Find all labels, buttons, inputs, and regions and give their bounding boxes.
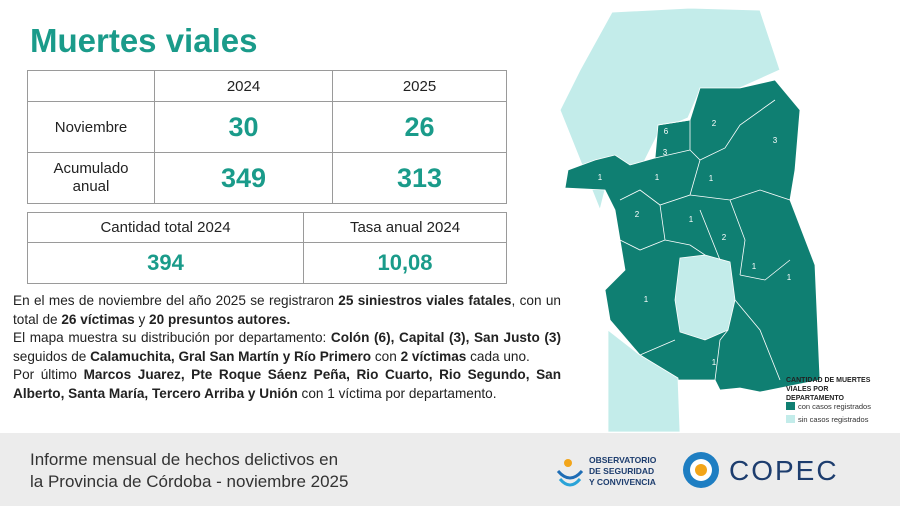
footer-text: la Provincia de Córdoba - noviembre 2025 bbox=[30, 472, 349, 491]
department-borders bbox=[619, 99, 791, 381]
value: 349 bbox=[154, 152, 333, 204]
legend-label: con casos registrados bbox=[798, 402, 871, 411]
region-without-cases bbox=[607, 329, 681, 433]
year-header: 2025 bbox=[332, 70, 507, 102]
bold-text: 2 víctimas bbox=[400, 348, 467, 364]
empty-cell bbox=[27, 70, 155, 102]
text: con 1 víctima por departamento. bbox=[297, 385, 497, 401]
footer-text: Informe mensual de hechos delictivos en bbox=[30, 450, 339, 469]
text: cada uno. bbox=[466, 348, 530, 364]
department-count: 1 bbox=[752, 262, 757, 271]
bold-text: 20 presuntos autores. bbox=[149, 311, 291, 327]
paragraph: Por último Marcos Juarez, Pte Roque Sáen… bbox=[13, 366, 561, 403]
text: Por último bbox=[13, 367, 84, 383]
map: 6 2 3 3 1 1 1 2 1 2 1 1 1 1 CANTIDAD DE MUERTES VIALES … bbox=[559, 7, 871, 433]
department-count: 1 bbox=[655, 173, 660, 182]
row-label: Acumulado anual bbox=[27, 152, 155, 204]
legend-label: sin casos registrados bbox=[798, 415, 869, 424]
logo-text: Y CONVIVENCIA bbox=[589, 477, 656, 487]
value: 313 bbox=[332, 152, 507, 204]
row-label: Noviembre bbox=[27, 101, 155, 153]
logo-text: COPEC bbox=[729, 455, 839, 486]
stats-table: 2024 2025 Noviembre 30 26 Acumulado anua… bbox=[27, 70, 507, 204]
bold-text: 25 siniestros viales fatales bbox=[338, 293, 512, 308]
department-count: 1 bbox=[712, 358, 717, 367]
text: con bbox=[371, 348, 401, 364]
department-count: 2 bbox=[712, 119, 717, 128]
logo-text: OBSERVATORIO bbox=[589, 455, 657, 465]
footer: Informe mensual de hechos delictivos en … bbox=[0, 433, 900, 506]
copec-icon bbox=[683, 452, 719, 488]
department-count: 1 bbox=[787, 273, 792, 282]
text: seguidos de bbox=[13, 348, 91, 364]
region-without-cases bbox=[674, 254, 736, 341]
department-count: 3 bbox=[663, 148, 668, 157]
text: El mapa muestra su distribución por depa… bbox=[13, 330, 331, 346]
logos: OBSERVATORIO DE SEGURIDAD Y CONVIVENCIA … bbox=[556, 452, 839, 488]
header: Tasa anual 2024 bbox=[303, 212, 507, 243]
title: Muertes viales bbox=[30, 22, 258, 59]
department-count: 1 bbox=[709, 174, 714, 183]
bold-text: 26 víctimas bbox=[61, 311, 135, 327]
department-count: 6 bbox=[664, 127, 669, 136]
description: En el mes de noviembre del año 2025 se r… bbox=[13, 292, 561, 404]
text: En el mes de noviembre del año 2025 se r… bbox=[13, 293, 339, 308]
department-count: 2 bbox=[722, 233, 727, 242]
year-header: 2024 bbox=[154, 70, 333, 102]
department-count: 1 bbox=[598, 173, 603, 182]
region-with-cases bbox=[564, 79, 821, 393]
department-count: 1 bbox=[689, 215, 694, 224]
value: 394 bbox=[27, 242, 304, 284]
totals-table: Cantidad total 2024 Tasa anual 2024 394 … bbox=[27, 212, 507, 284]
bold-text: Marcos Juarez, Pte Roque Sáenz Peña, Rio… bbox=[13, 367, 562, 401]
bold-text: Calamuchita, Gral San Martín y Río Prime… bbox=[90, 348, 372, 364]
department-count: 2 bbox=[635, 210, 640, 219]
logo-text: DE SEGURIDAD bbox=[589, 466, 654, 476]
text: y bbox=[134, 311, 150, 327]
legend-title: CANTIDAD DE MUERTES VIALES POR DEPARTAMENT… bbox=[786, 377, 871, 402]
paragraph: El mapa muestra su distribución por depa… bbox=[13, 329, 561, 366]
observatorio-icon bbox=[556, 459, 584, 487]
value: 10,08 bbox=[303, 242, 507, 284]
paragraph: En el mes de noviembre del año 2025 se r… bbox=[13, 292, 561, 329]
text: , con un total de bbox=[13, 293, 561, 327]
legend-swatch bbox=[786, 415, 795, 423]
department-count: 1 bbox=[644, 295, 649, 304]
department-count: 3 bbox=[773, 136, 778, 145]
legend-swatch bbox=[786, 402, 795, 410]
bold-text: Colón (6), Capital (3), San Justo (3) bbox=[330, 330, 561, 346]
